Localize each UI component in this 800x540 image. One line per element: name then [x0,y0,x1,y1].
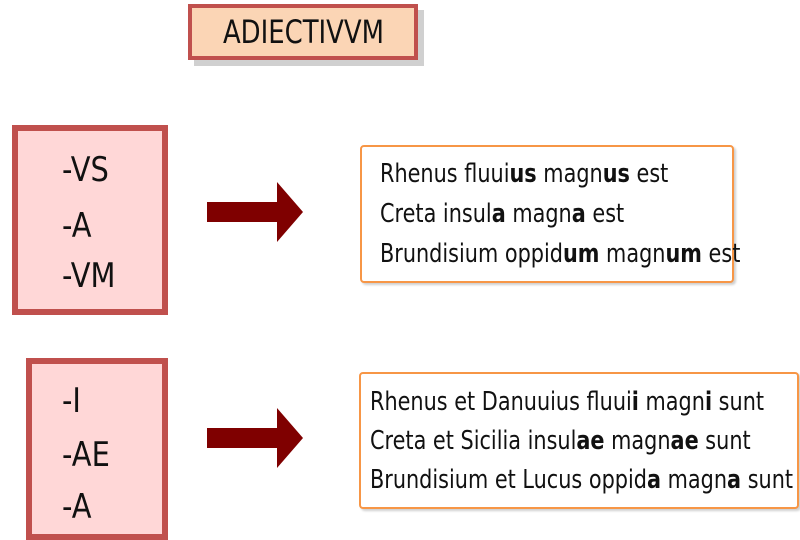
sentence-fragment: magn [604,426,671,456]
example-box-plural: Rhenus et Danuuius fluuii magni sunt Cre… [359,372,799,509]
right-arrow-icon [207,182,303,242]
sentence-fragment: sunt [741,465,794,495]
case-ending: um [665,239,702,269]
sentence-fragment: magn [599,239,666,269]
case-ending: a [727,465,742,495]
case-ending: a [647,465,662,495]
sentence-fragment: Creta et Sicilia insul [370,426,577,456]
case-ending: ae [576,426,605,456]
suffix-box-singular: -VS -A -VM [12,125,168,315]
sentence-fragment: est [701,239,741,269]
title-box: ADIECTIVVM [188,4,418,60]
sentence-fragment: magn [638,387,705,417]
sentence-fragment: magn [505,199,572,229]
case-ending: i [631,387,639,417]
example-sentence: Creta insula magna est [380,199,685,229]
suffix-label: -A [62,487,92,527]
case-ending: i [704,387,713,417]
sentence-fragment: Rhenus et Danuuius fluui [370,387,632,417]
sentence-fragment: sunt [712,387,765,417]
sentence-fragment: est [629,159,669,189]
case-ending: a [571,199,586,229]
sentence-fragment: Rhenus fluui [380,159,510,189]
example-box-singular: Rhenus fluuius magnus est Creta insula m… [360,145,740,283]
case-ending: us [509,159,537,189]
title-text: ADIECTIVVM [222,13,384,51]
suffix-box-plural: -I -AE -A [26,358,168,540]
sentence-fragment: Brundisium et Lucus oppid [370,465,647,495]
example-sentence: Brundisium et Lucus oppida magna sunt [370,465,800,495]
suffix-label: -AE [62,435,110,475]
example-sentence: Creta et Sicilia insulae magnae sunt [370,426,800,456]
case-ending: um [562,239,600,269]
suffix-label: -VS [62,150,109,190]
suffix-label: -A [62,206,92,246]
right-arrow-icon [207,408,303,468]
suffix-label: -VM [62,256,116,296]
case-ending: us [602,159,630,189]
case-ending: a [491,199,506,229]
sentence-fragment: est [585,199,625,229]
example-sentence: Rhenus fluuius magnus est [380,159,740,189]
suffix-label: -I [62,381,81,421]
example-sentence: Rhenus et Danuuius fluuii magni sunt [370,387,800,417]
sentence-fragment: Creta insul [380,199,492,229]
sentence-fragment: magn [661,465,728,495]
sentence-fragment: Brundisium oppid [380,239,563,269]
sentence-fragment: sunt [698,426,751,456]
example-sentence: Brundisium oppidum magnum est [380,239,800,269]
case-ending: ae [670,426,699,456]
sentence-fragment: magn [536,159,603,189]
